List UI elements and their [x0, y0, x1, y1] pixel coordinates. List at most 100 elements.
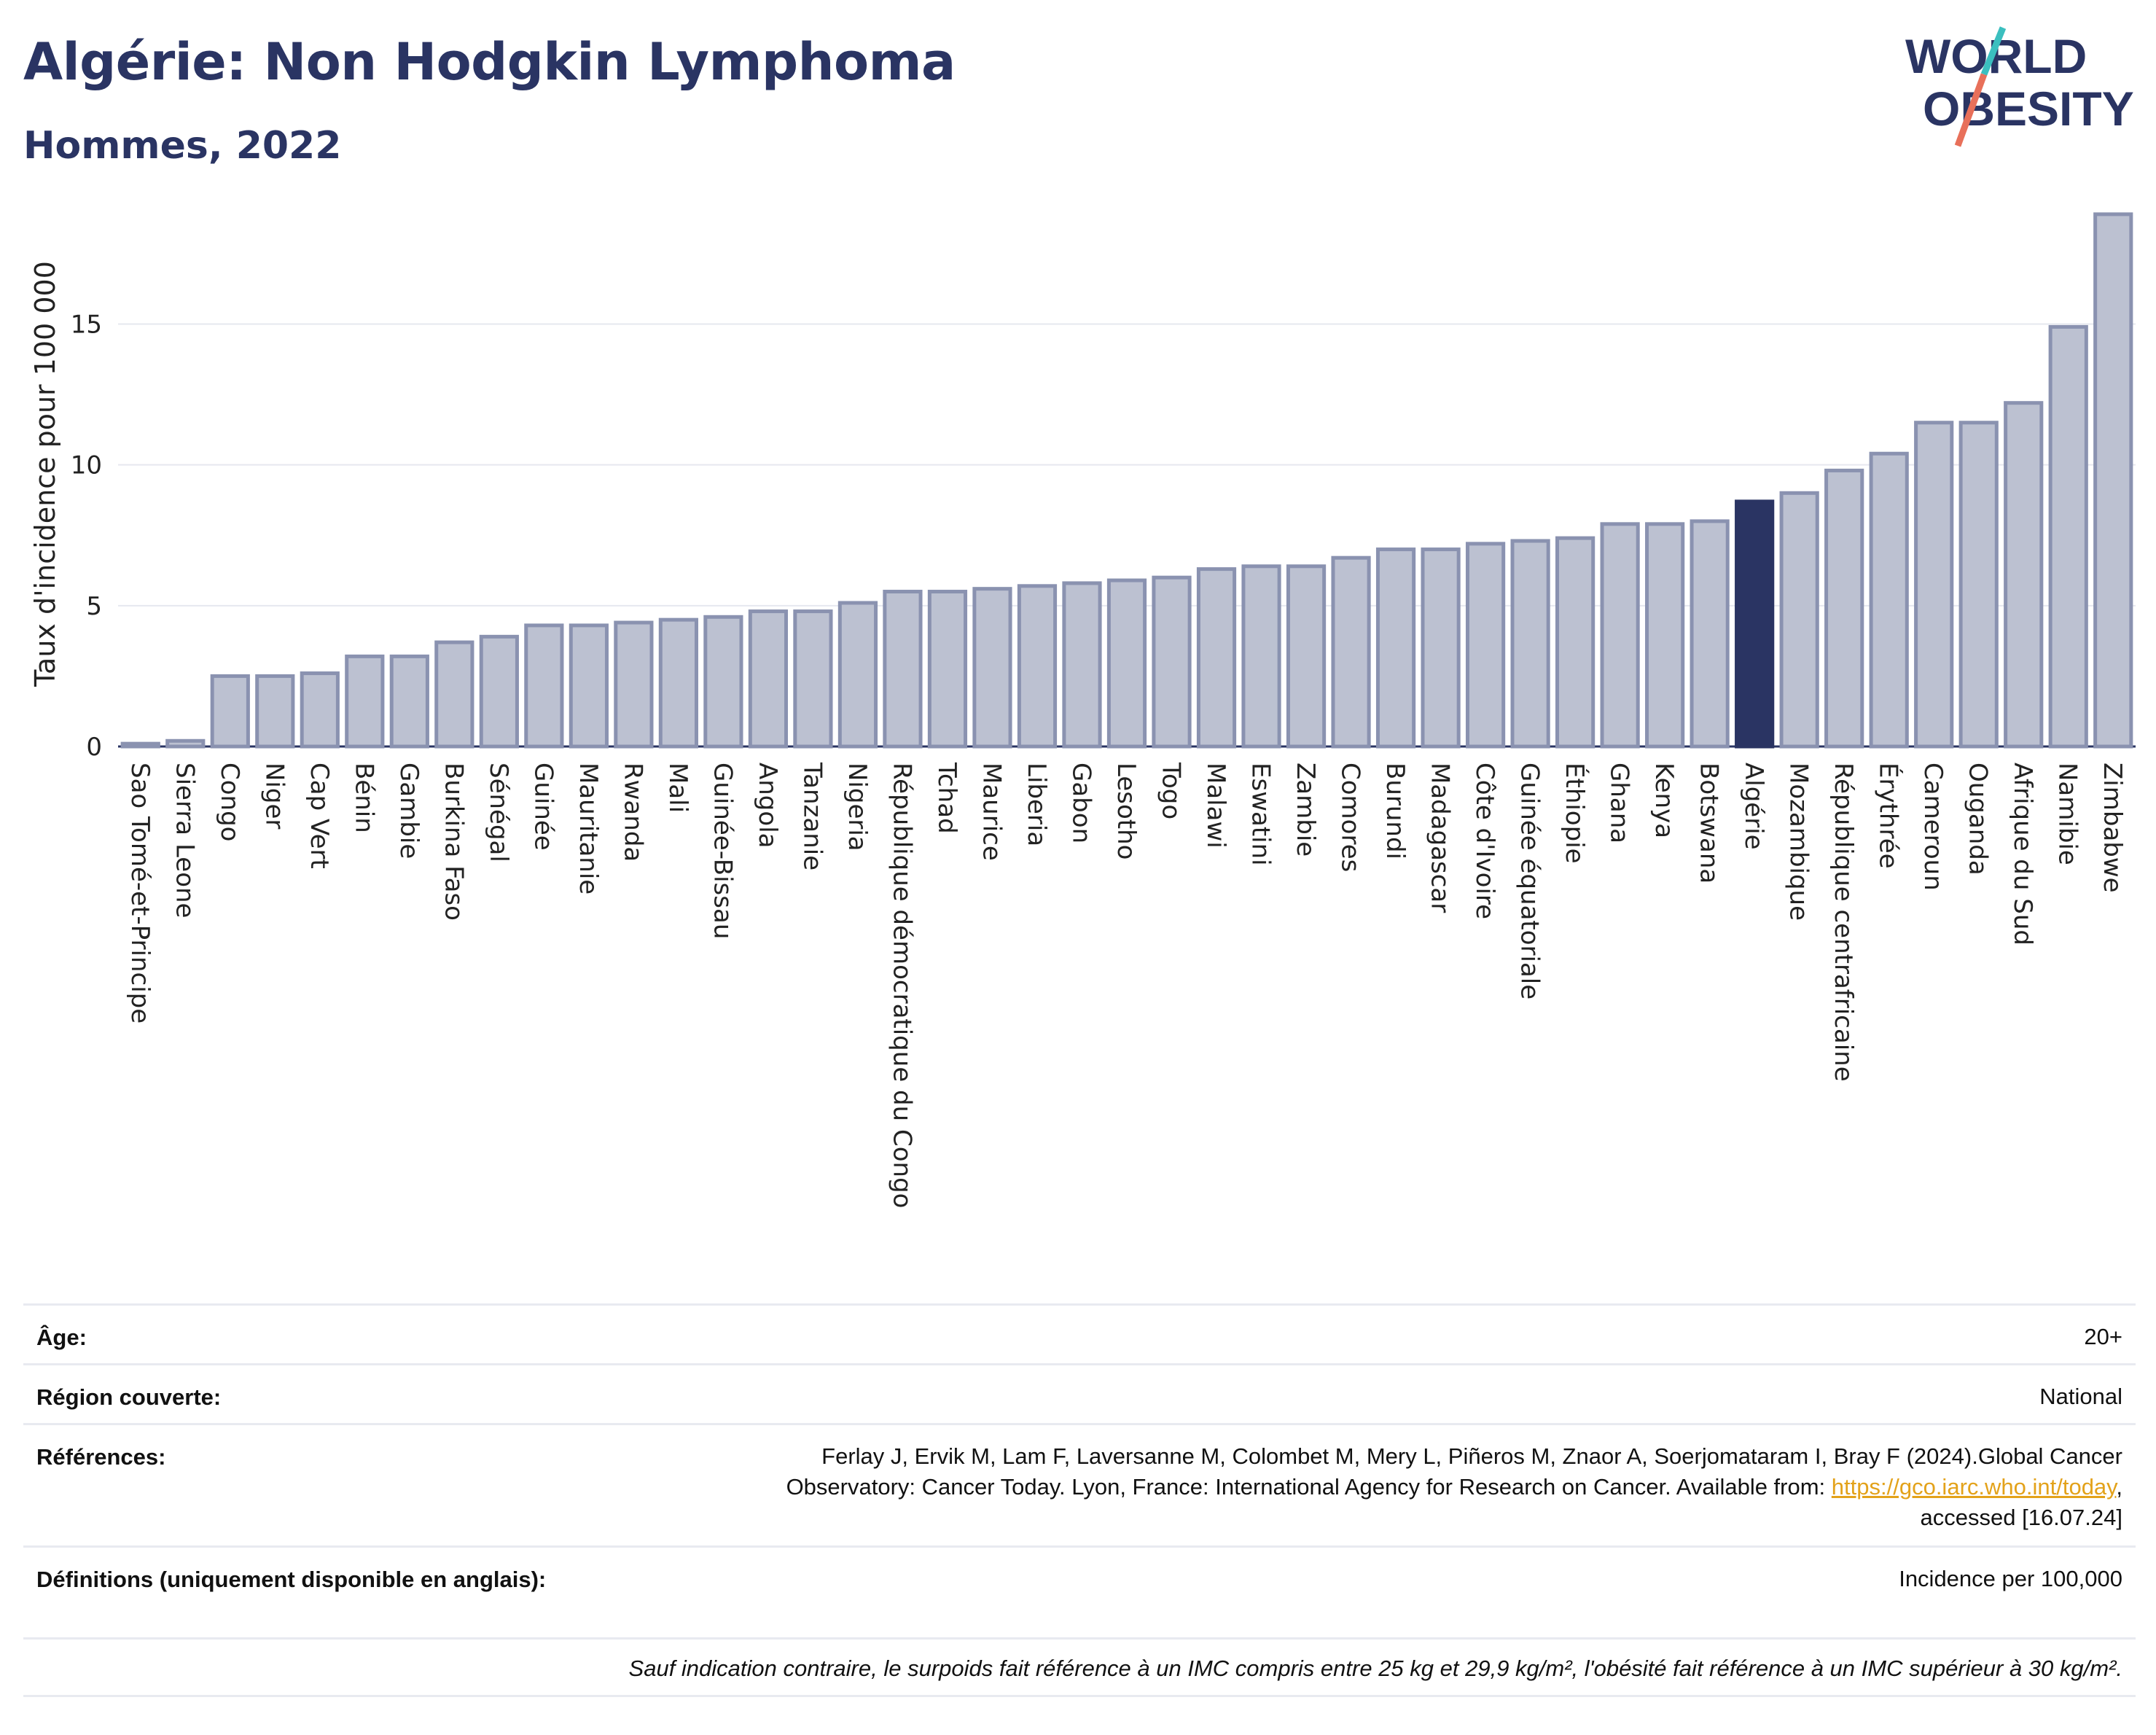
x-tick-label: République démocratique du Congo [887, 763, 916, 1208]
x-tick-label: Sénégal [484, 763, 513, 862]
x-axis-ticks: Sao Tomé-et-Principe Sierra Leone Congo Nig… [125, 762, 2127, 1208]
chart-subtitle: Hommes, 2022 [23, 124, 342, 168]
bar [1824, 468, 1864, 749]
logo-text-obesity: OBESITY [1923, 82, 2134, 136]
bar [2048, 324, 2088, 749]
bar [165, 738, 206, 749]
info-row-references: Références: Ferlay J, Ervik M, Lam F, La… [23, 1423, 2136, 1545]
x-tick-label: Algérie [1739, 763, 1768, 850]
bar [1375, 547, 1416, 749]
x-tick-label: Éthiopie [1560, 763, 1590, 864]
footnote: Sauf indication contraire, le surpoids f… [628, 1656, 2122, 1681]
bar [703, 615, 743, 749]
info-table: Âge: 20+ Région couverte: National Référ… [23, 1303, 2136, 1697]
region-value: National [2039, 1384, 2122, 1409]
bar [1465, 542, 1506, 749]
bar [883, 590, 923, 749]
bar [345, 654, 385, 749]
references-line-1: Ferlay J, Ervik M, Lam F, Laversanne M, … [821, 1443, 2122, 1469]
x-tick-label: Togo [1157, 762, 1186, 819]
bar-chart: 0 5 10 15 Sao Tomé-et-Principe Sierra Leone C… [29, 212, 2136, 1208]
bar [1958, 421, 1999, 749]
x-tick-label: Niger [259, 763, 289, 829]
info-row-age: Âge: 20+ [23, 1303, 2136, 1363]
x-tick-label: Guinée [528, 763, 558, 851]
x-tick-label: Ouganda [1964, 763, 1993, 876]
definitions-label: Définitions (uniquement disponible en an… [36, 1567, 547, 1592]
x-tick-label: Nigeria [843, 763, 872, 851]
x-tick-label: Gabon [1066, 763, 1095, 843]
x-tick-label: République centrafricaine [1829, 763, 1858, 1082]
references-value: Ferlay J, Ervik M, Lam F, Laversanne M, … [786, 1441, 2122, 1533]
y-axis-ticks: 0 5 10 15 [71, 311, 102, 762]
x-tick-label: Kenya [1649, 763, 1679, 838]
bar [524, 623, 564, 749]
logo-slash-coral [1954, 73, 1988, 147]
bar [1062, 581, 1102, 749]
bar [479, 634, 519, 749]
bar [837, 601, 878, 749]
x-tick-label: Congo [215, 763, 244, 841]
bar [1152, 575, 1192, 749]
x-tick-label: Bénin [349, 763, 378, 833]
bar [658, 617, 698, 749]
bar [1645, 522, 1685, 749]
x-tick-label: Rwanda [618, 763, 647, 862]
bar [1869, 451, 1909, 749]
info-row-definitions: Définitions (uniquement disponible en an… [23, 1545, 2136, 1637]
bar [748, 609, 789, 749]
bar [1779, 491, 1819, 749]
y-tick-label: 10 [71, 451, 102, 480]
x-tick-label: Burkina Faso [439, 763, 468, 921]
bar [1017, 584, 1058, 749]
x-tick-label: Liberia [1022, 763, 1051, 846]
chart-title: Algérie: Non Hodgkin Lymphoma [23, 32, 956, 92]
references-line-2-end: , [2116, 1474, 2122, 1500]
x-tick-label: Zimbabwe [2098, 763, 2127, 893]
references-line-2: Observatory: Cancer Today. Lyon, France:… [786, 1472, 2122, 1502]
x-tick-label: Angola [753, 763, 782, 848]
bar [1286, 564, 1327, 749]
age-value: 20+ [2084, 1324, 2122, 1349]
bar [793, 609, 833, 749]
x-tick-label: Mozambique [1784, 763, 1813, 921]
x-tick-label: Lesotho [1112, 763, 1141, 859]
logo-slash-teal [1980, 26, 2007, 76]
x-tick-label: Malawi [1201, 763, 1230, 849]
x-tick-label: Sao Tomé-et-Principe [125, 763, 155, 1024]
bar [1241, 564, 1281, 749]
x-tick-label: Comores [1336, 763, 1365, 872]
bar [389, 654, 429, 749]
references-link[interactable]: https://gco.iarc.who.int/today [1831, 1474, 2117, 1500]
definitions-value: Incidence per 100,000 [1899, 1566, 2122, 1591]
bar [255, 674, 295, 749]
bar [300, 671, 340, 749]
references-label: Références: [36, 1444, 166, 1470]
x-tick-label: Botswana [1695, 763, 1724, 884]
bar [1555, 536, 1595, 749]
y-axis-label: Taux d'incidence pour 100 000 [29, 261, 61, 687]
bar [1331, 555, 1371, 749]
references-line-2-text: Observatory: Cancer Today. Lyon, France:… [786, 1474, 1832, 1500]
bar [1690, 519, 1730, 749]
bar [2093, 212, 2133, 749]
bars [120, 212, 2133, 749]
x-tick-label: Côte d'Ivoire [1470, 763, 1499, 919]
bar [120, 741, 160, 749]
references-line-3: accessed [16.07.24] [1920, 1505, 2122, 1530]
bar [972, 587, 1012, 749]
age-label: Âge: [36, 1325, 87, 1350]
x-tick-label: Maurice [977, 763, 1006, 861]
x-tick-label: Cameroun [1918, 763, 1948, 891]
region-label: Région couverte: [36, 1384, 222, 1410]
y-tick-label: 0 [86, 733, 102, 762]
bar [1106, 578, 1147, 749]
bar [1510, 539, 1550, 749]
x-tick-label: Mauritanie [574, 763, 603, 894]
bar [1914, 421, 1954, 749]
x-tick-label: Gambie [394, 763, 423, 859]
bar [210, 674, 250, 749]
x-tick-label: Mali [663, 763, 692, 813]
bar [1196, 567, 1237, 749]
bar [1600, 522, 1640, 749]
